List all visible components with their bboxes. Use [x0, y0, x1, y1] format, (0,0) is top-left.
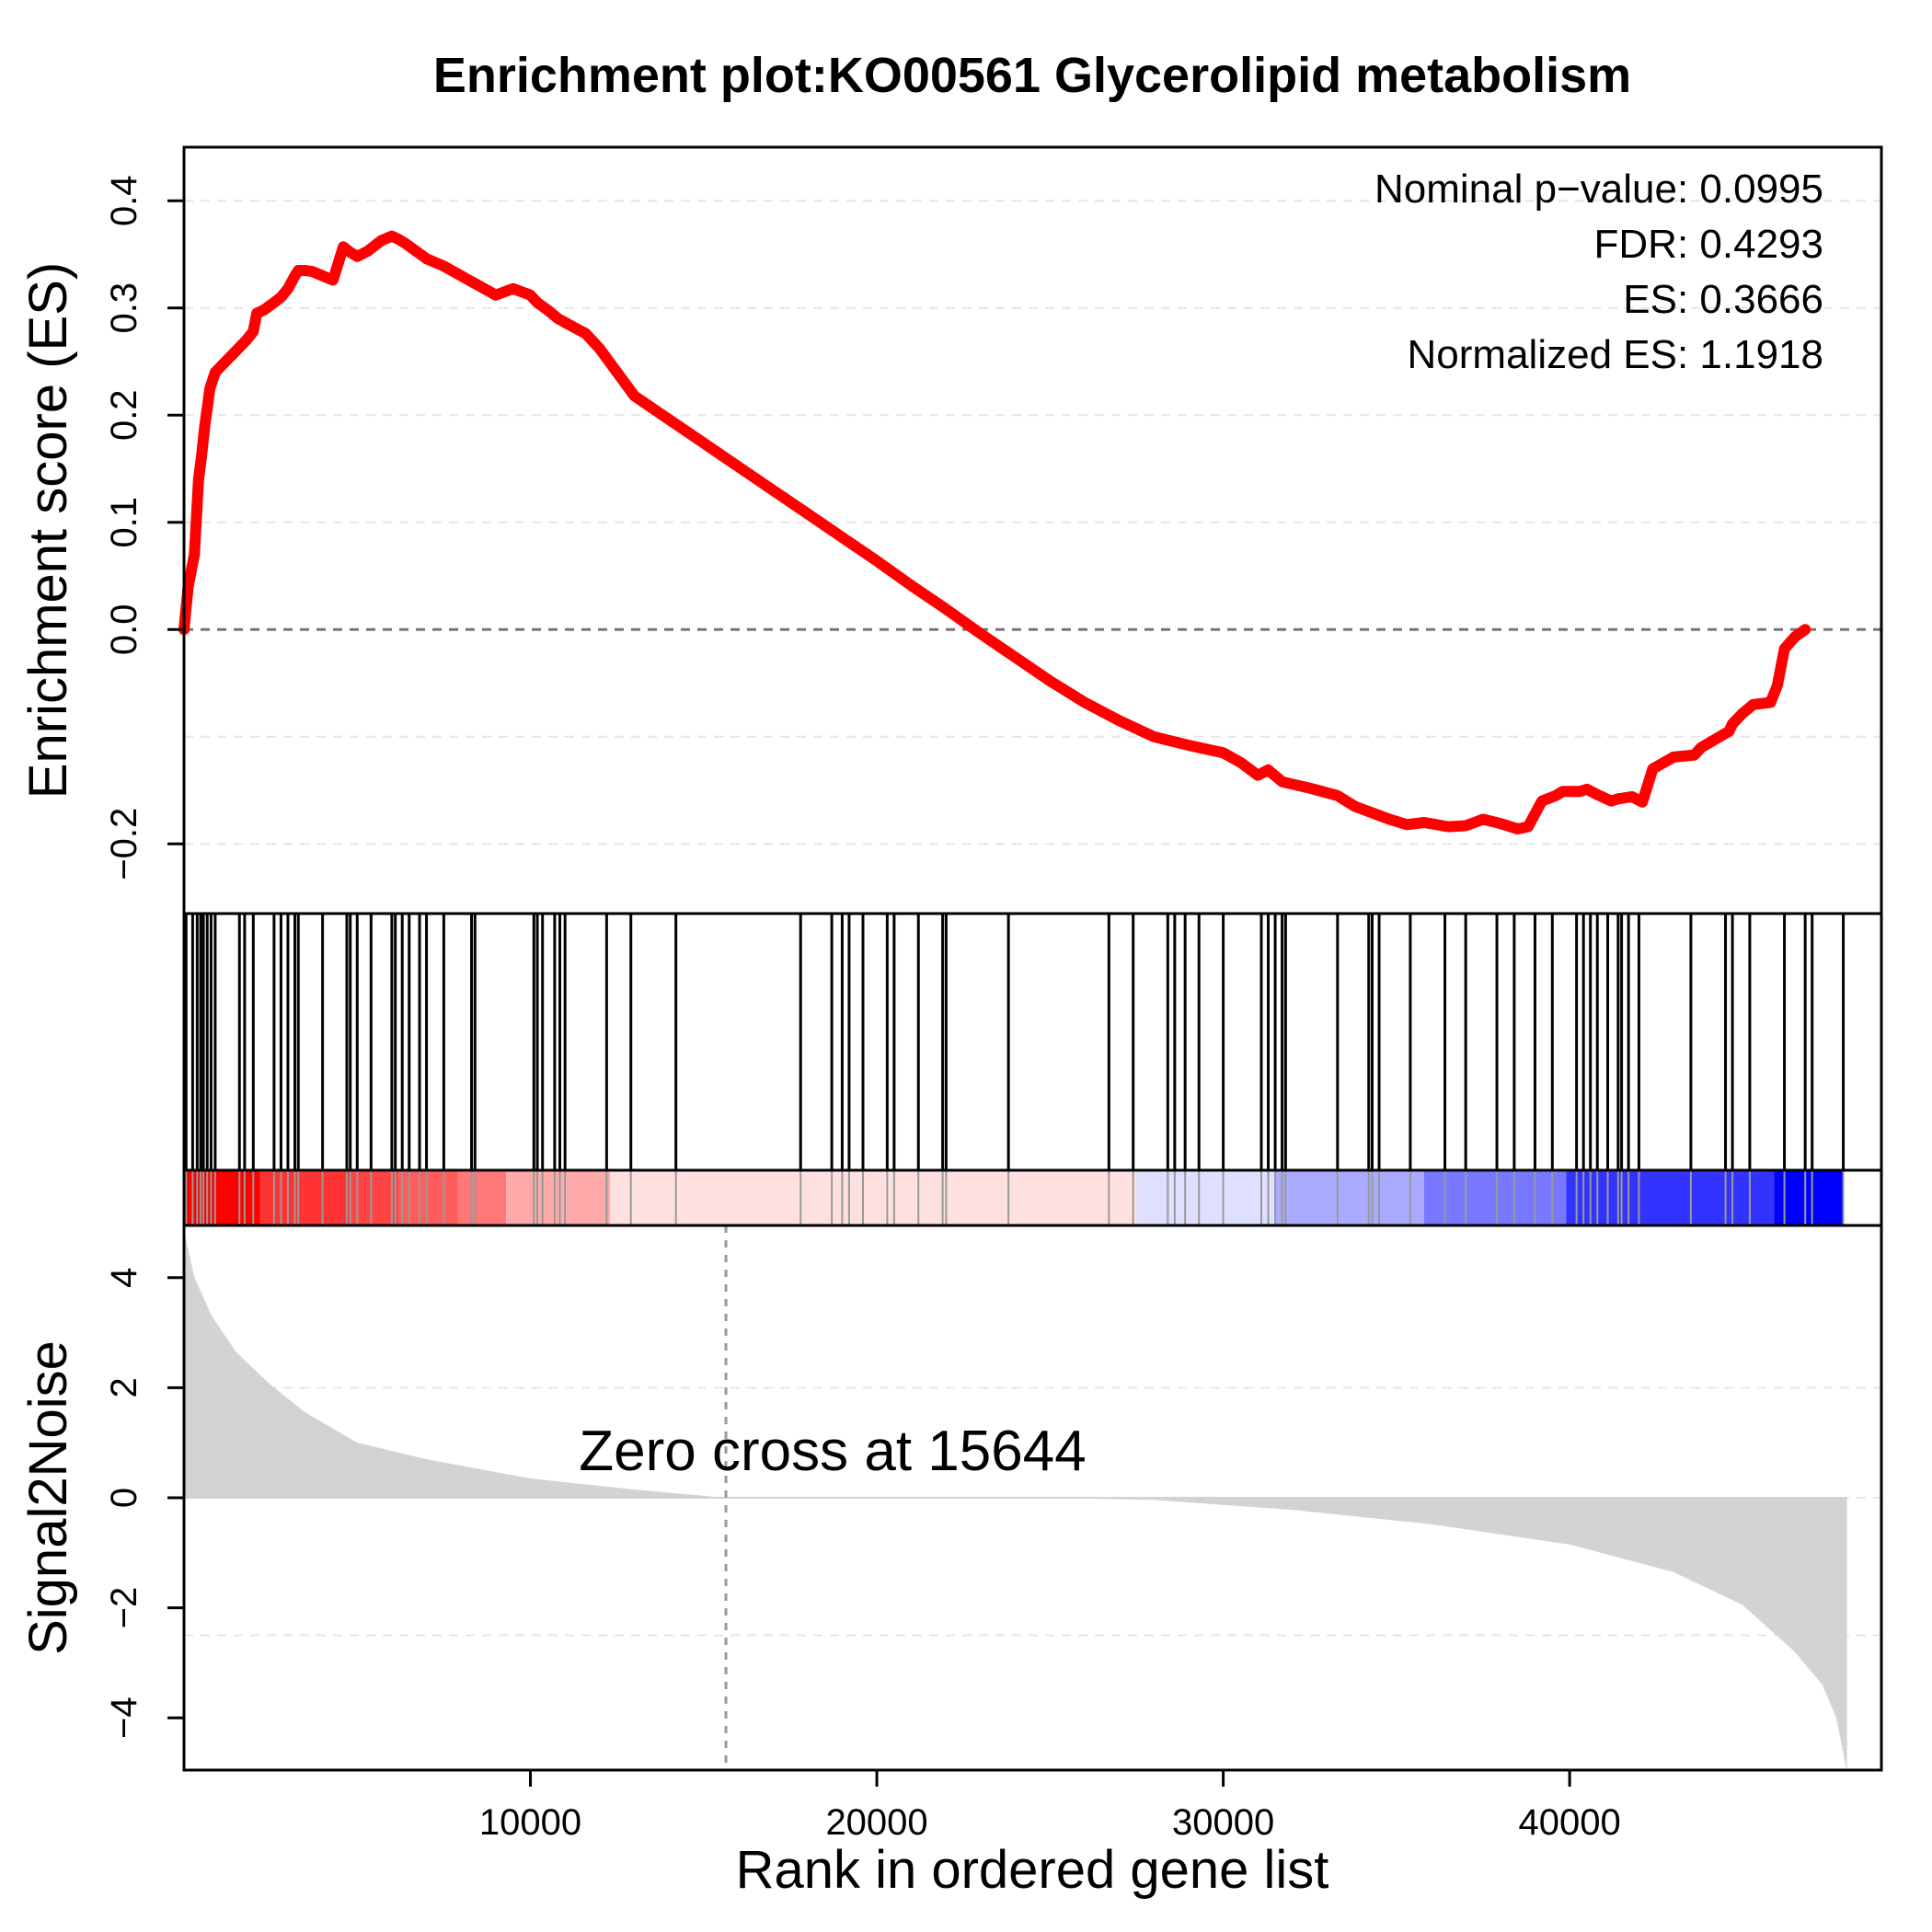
x-tick-label-0: 10000: [479, 1802, 581, 1843]
rank-color-bar: [182, 1168, 1883, 1227]
x-tick-label-1: 20000: [825, 1802, 927, 1843]
color-band-6: [610, 1170, 1137, 1225]
x-axis-label: Rank in ordered gene list: [736, 1840, 1329, 1900]
color-band-3: [398, 1170, 458, 1225]
metric-y-axis-label: Signal2Noise: [18, 1340, 78, 1655]
metric-ytick-label-2: 0: [104, 1488, 144, 1508]
x-tick-label-2: 30000: [1172, 1802, 1274, 1843]
color-band-8: [1275, 1170, 1424, 1225]
color-band-2: [350, 1170, 399, 1225]
color-band-11: [1774, 1170, 1844, 1225]
es-ytick-label-0: −0.2: [104, 808, 144, 880]
x-tick-label-3: 40000: [1519, 1802, 1621, 1843]
es-y-axis-ticks: −0.2 0.0 0.1 0.2 0.3 0.4: [104, 175, 184, 880]
metric-ytick-label-4: 4: [104, 1268, 144, 1288]
es-ytick-label-2: 0.1: [104, 497, 144, 548]
es-y-axis-label: Enrichment score (ES): [18, 262, 78, 799]
es-stat-2: ES: 0.3666: [1623, 277, 1823, 322]
es-ytick-label-1: 0.0: [104, 604, 144, 655]
es-ytick-label-5: 0.4: [104, 175, 144, 226]
metric-y-axis-ticks: −4 −2 0 2 4: [104, 1268, 184, 1739]
metric-ytick-label-1: −2: [104, 1587, 144, 1629]
color-band-4: [457, 1170, 507, 1225]
metric-ytick-label-0: −4: [104, 1696, 144, 1739]
es-panel: Nominal p−value: 0.0995 FDR: 0.4293 ES: 0.…: [18, 145, 1883, 915]
hit-lines: [184, 914, 1846, 1170]
color-band-1: [259, 1170, 351, 1225]
metric-bars: [184, 1235, 1847, 1769]
hits-panel: [182, 912, 1883, 1172]
es-series-line: [178, 230, 1811, 834]
zero-cross-label: Zero cross at 15644: [579, 1420, 1086, 1483]
es-stats-block: Nominal p−value: 0.0995 FDR: 0.4293 ES: 0.…: [1374, 167, 1823, 377]
es-stat-1: FDR: 0.4293: [1594, 222, 1823, 267]
color-band-7: [1136, 1170, 1276, 1225]
es-gridlines: [184, 200, 1881, 845]
metric-panel: Zero cross at 15644 −4 −2 0 2 4 Signal2Noise: [18, 1224, 1883, 1772]
color-band-10: [1566, 1170, 1775, 1225]
color-bar-hit-lines: [185, 1170, 1845, 1225]
color-bands: [184, 1170, 1844, 1225]
es-stat-3: Normalized ES: 1.1918: [1408, 332, 1823, 377]
es-ytick-label-3: 0.2: [104, 389, 144, 441]
metric-panel-frame: [182, 1224, 1883, 1772]
hits-panel-frame: [182, 912, 1883, 1172]
es-stat-0: Nominal p−value: 0.0995: [1374, 167, 1823, 212]
metric-ytick-label-3: 2: [104, 1377, 144, 1397]
chart-title: Enrichment plot:KO00561 Glycerolipid met…: [433, 48, 1631, 103]
color-band-0: [184, 1170, 260, 1225]
x-axis-ticks: 10000 20000 30000 40000: [479, 1770, 1621, 1843]
color-band-9: [1423, 1170, 1567, 1225]
color-band-5: [506, 1170, 611, 1225]
es-ytick-label-4: 0.3: [104, 282, 144, 334]
